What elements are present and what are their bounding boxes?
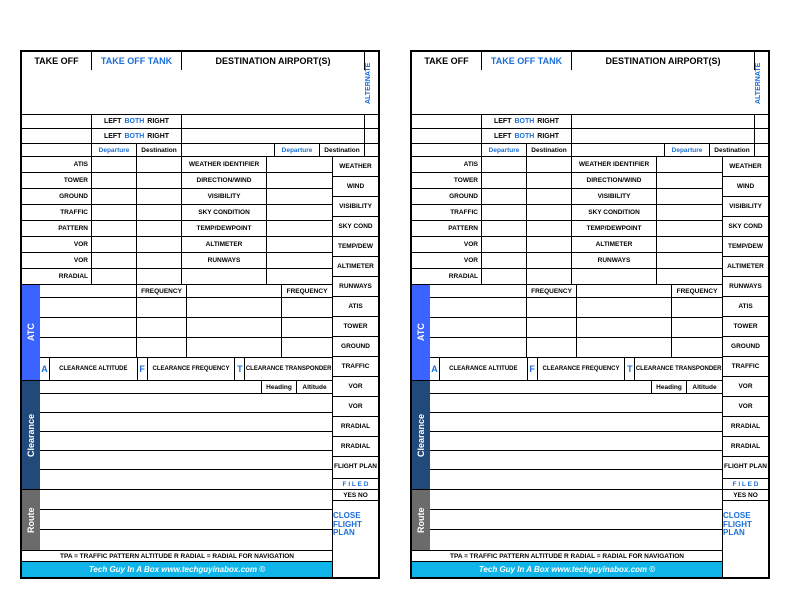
- yesno-label[interactable]: YES NO: [333, 490, 378, 501]
- destination-label: Destination: [137, 144, 182, 156]
- side-column: WEATHER WIND VISIBILITY SKY COND TEMP/DE…: [333, 157, 378, 577]
- side-item: WEATHER: [333, 157, 378, 177]
- body: ATISWEATHER IDENTIFIER TOWERDIRECTION/WI…: [22, 157, 378, 577]
- route-strip: Route: [22, 490, 40, 550]
- flight-card: TAKE OFF TAKE OFF TANK DESTINATION AIRPO…: [20, 50, 380, 579]
- atc-a: A: [40, 358, 50, 380]
- takeoff-header: TAKE OFF: [22, 52, 92, 70]
- blank-cell[interactable]: [182, 114, 365, 128]
- depdest-row: Departure Destination Departure Destinat…: [22, 144, 378, 157]
- clearance-strip: Clearance: [22, 381, 40, 489]
- route-block: Route: [22, 490, 332, 550]
- main-content: ATISWEATHER IDENTIFIER TOWERDIRECTION/WI…: [22, 157, 333, 577]
- blank-cell[interactable]: [22, 114, 92, 128]
- departure-label: Departure: [92, 144, 137, 156]
- tank-left: LEFT: [104, 118, 122, 125]
- heading-label: Heading: [262, 381, 297, 393]
- atc-t: T: [235, 358, 245, 380]
- sheet: TAKE OFF TAKE OFF TANK DESTINATION AIRPO…: [0, 0, 792, 599]
- footer-credit: Tech Guy In A Box www.techguyinabox.com …: [22, 562, 332, 577]
- alternate-label: ALTERNATE: [365, 52, 372, 114]
- tank-both: BOTH: [124, 118, 144, 125]
- atc-ct-label: CLEARANCE TRANSPONDER: [245, 358, 332, 380]
- header-row: TAKE OFF TAKE OFF TANK DESTINATION AIRPO…: [22, 52, 378, 115]
- clearance-block: Clearance HeadingAltitude: [22, 381, 332, 490]
- atc-f: F: [138, 358, 148, 380]
- altitude-label: Altitude: [297, 381, 332, 393]
- tank-row-2: LEFT BOTH RIGHT: [22, 129, 378, 144]
- tank-row: LEFT BOTH RIGHT: [22, 114, 378, 129]
- wx-label: WEATHER IDENTIFIER: [182, 157, 267, 172]
- flight-plan-label: FLIGHT PLAN: [333, 457, 378, 479]
- filed-label: F I L E D: [333, 479, 378, 490]
- freq-label: ATIS: [22, 157, 92, 172]
- atc-cf-label: CLEARANCE FREQUENCY: [148, 358, 236, 380]
- atc-ca-label: CLEARANCE ALTITUDE: [50, 358, 138, 380]
- freq-header: FREQUENCY: [137, 285, 187, 297]
- close-flight-plan[interactable]: CLOSE FLIGHT PLAN: [333, 501, 378, 549]
- atc-block: ATC FREQUENCYFREQUENCY ACLEARANCE ALTITU…: [22, 285, 332, 381]
- tank-select[interactable]: LEFT BOTH RIGHT: [92, 114, 182, 128]
- takeoff-tank-header: TAKE OFF TANK: [92, 52, 182, 70]
- tank-right: RIGHT: [147, 118, 169, 125]
- freq-grid: ATISWEATHER IDENTIFIER TOWERDIRECTION/WI…: [22, 157, 332, 285]
- flight-card: TAKE OFF TAKE OFF TANK DESTINATION AIRPO…: [410, 50, 770, 579]
- footer-note: TPA = TRAFFIC PATTERN ALTITUDE R RADIAL …: [22, 551, 332, 561]
- destination-header: DESTINATION AIRPORT(S): [182, 52, 365, 70]
- atc-strip: ATC: [22, 285, 40, 380]
